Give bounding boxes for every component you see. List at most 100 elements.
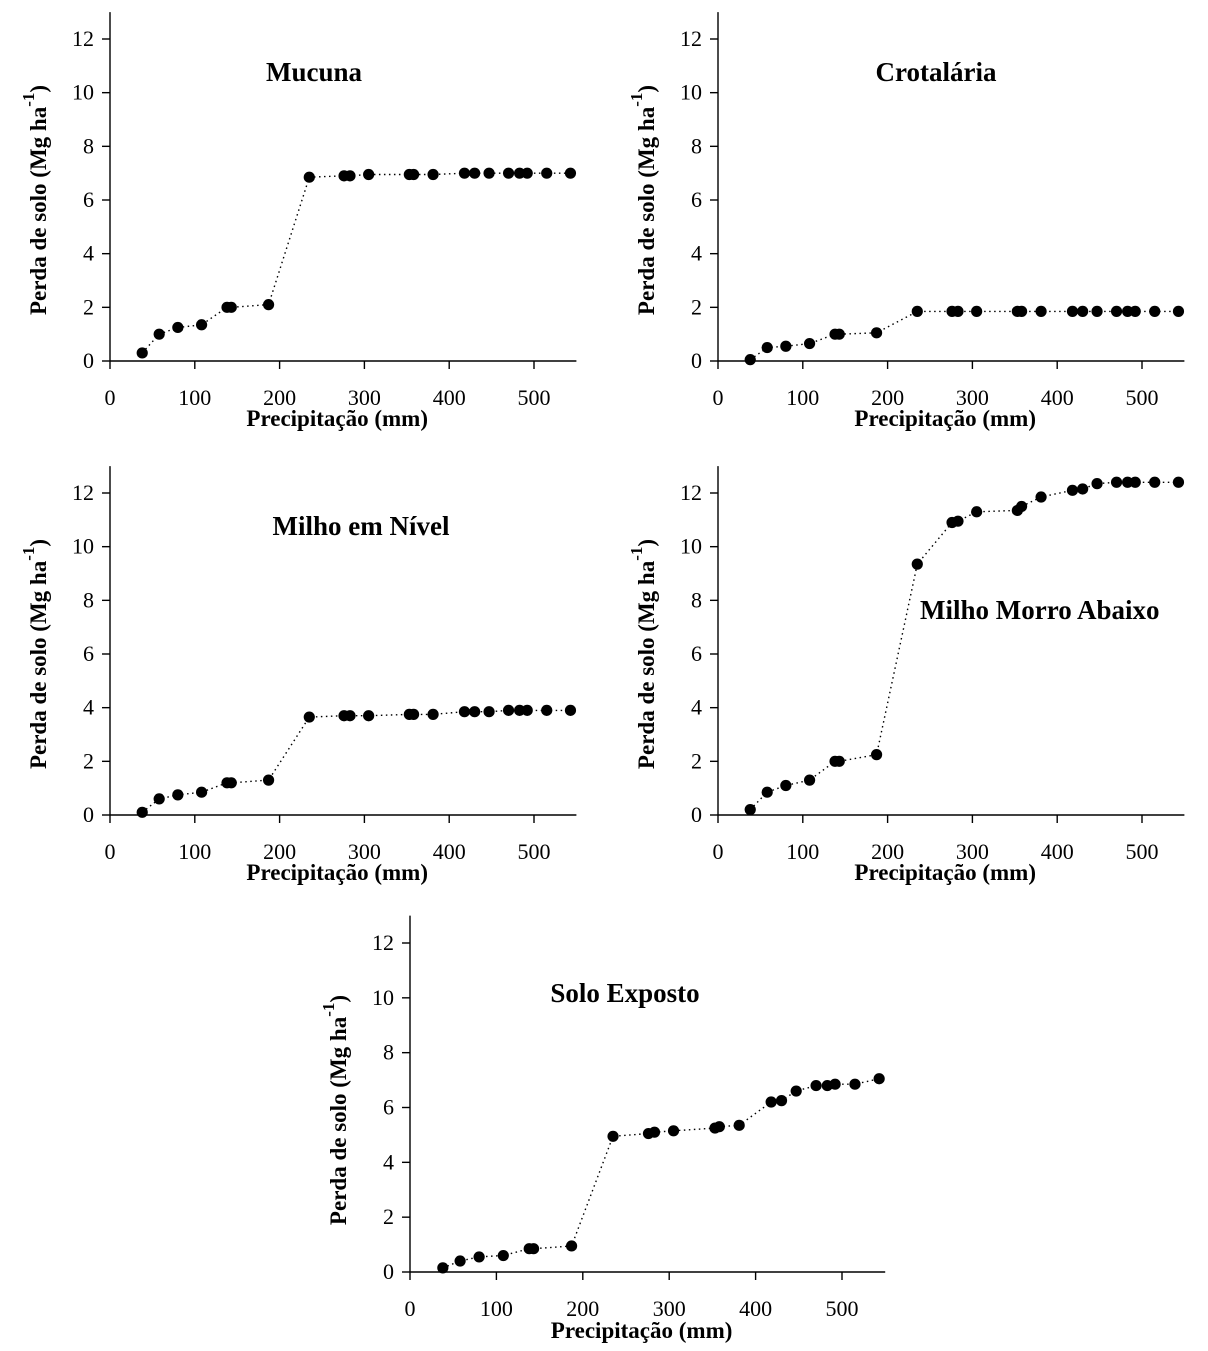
x-axis-title: Precipitação (mm) [246, 406, 428, 431]
y-tick-label: 2 [83, 748, 94, 773]
y-tick-label: 8 [383, 1040, 394, 1065]
data-point [454, 1255, 466, 1267]
y-tick-label: 6 [691, 641, 702, 666]
data-point [225, 301, 237, 313]
y-tick-label: 2 [691, 748, 702, 773]
chart-panel-4: 0 2 4 6 8 10 12 0 100 200 300 400 500 Milho Morro Aba… [627, 466, 1185, 885]
y-tick-label: 12 [372, 930, 394, 955]
data-point [849, 1078, 861, 1090]
x-tick-label: 0 [105, 385, 116, 410]
x-tick-label: 0 [713, 839, 724, 864]
x-axis-title: Precipitação (mm) [551, 1318, 733, 1343]
data-point [911, 558, 923, 570]
panel-title: Mucuna [266, 57, 363, 87]
data-point [344, 170, 356, 182]
data-point [744, 354, 756, 366]
y-axis-title: Perda de solo (Mg ha-1) [19, 539, 51, 769]
data-point [527, 1243, 540, 1255]
data-point [497, 1249, 509, 1262]
data-point [153, 793, 165, 805]
data-point [564, 704, 577, 716]
data-point [473, 1251, 485, 1263]
data-point [971, 506, 983, 518]
x-tick-label: 400 [433, 385, 466, 410]
x-tick-label: 400 [739, 1296, 772, 1321]
data-point [262, 774, 275, 786]
x-tick-label: 100 [480, 1296, 513, 1321]
data-point [437, 1262, 449, 1274]
data-point [195, 786, 208, 798]
data-point [648, 1126, 661, 1138]
data-point [363, 710, 375, 722]
data-point [803, 774, 816, 786]
data-point [1066, 305, 1079, 317]
y-tick-label: 0 [83, 802, 94, 827]
data-point [521, 704, 533, 716]
x-tick-label: 0 [105, 839, 116, 864]
data-point [1091, 478, 1103, 490]
data-point [775, 1095, 788, 1107]
data-point [1110, 476, 1123, 488]
data-point [427, 708, 439, 720]
data-point [810, 1079, 822, 1092]
data-point [952, 305, 964, 317]
x-tick-label: 300 [956, 385, 989, 410]
data-point [607, 1130, 619, 1142]
data-point [713, 1121, 725, 1133]
data-point [1129, 305, 1141, 317]
y-tick-label: 12 [72, 26, 94, 51]
data-point [911, 305, 923, 317]
data-point [829, 1078, 841, 1090]
panel-title: Crotalária [876, 57, 997, 87]
data-point [407, 708, 420, 720]
x-tick-label: 500 [1126, 839, 1159, 864]
x-tick-label: 0 [405, 1296, 416, 1321]
x-tick-label: 200 [263, 839, 296, 864]
x-tick-label: 200 [871, 839, 904, 864]
y-tick-label: 10 [372, 985, 394, 1010]
data-point [483, 167, 495, 179]
data-point [952, 515, 964, 527]
y-tick-label: 8 [83, 133, 94, 158]
data-point [733, 1119, 745, 1131]
data-point [225, 777, 237, 789]
data-point [458, 167, 471, 179]
data-point [195, 319, 208, 331]
data-point [1129, 476, 1141, 488]
data-point [1149, 305, 1161, 317]
data-point [870, 749, 883, 761]
data-point [1149, 476, 1161, 488]
data-point [153, 328, 165, 340]
data-point [873, 1073, 885, 1085]
y-axis-title: Perda de solo (Mg ha-1) [319, 995, 351, 1225]
y-tick-label: 8 [691, 587, 702, 612]
x-tick-label: 400 [1041, 839, 1074, 864]
data-point [744, 804, 756, 816]
x-tick-label: 500 [826, 1296, 859, 1321]
series-line [141, 709, 571, 813]
x-tick-label: 300 [348, 385, 381, 410]
y-tick-label: 6 [83, 641, 94, 666]
y-tick-label: 2 [83, 294, 94, 319]
x-tick-label: 0 [713, 385, 724, 410]
data-point [761, 786, 773, 798]
y-tick-label: 8 [83, 587, 94, 612]
y-tick-label: 12 [680, 26, 702, 51]
y-tick-label: 10 [72, 534, 94, 559]
data-point [1035, 491, 1047, 503]
series-line [442, 1078, 880, 1269]
x-tick-label: 400 [1041, 385, 1074, 410]
data-point [761, 341, 773, 354]
y-tick-label: 2 [691, 294, 702, 319]
data-point [541, 704, 553, 716]
x-tick-label: 100 [786, 385, 819, 410]
data-point [1091, 305, 1103, 317]
data-point [172, 321, 184, 334]
y-tick-label: 8 [691, 133, 702, 158]
y-tick-label: 10 [680, 534, 702, 559]
y-tick-label: 6 [383, 1095, 394, 1120]
data-point [1035, 305, 1047, 317]
data-point [407, 168, 420, 181]
y-tick-label: 10 [72, 80, 94, 105]
